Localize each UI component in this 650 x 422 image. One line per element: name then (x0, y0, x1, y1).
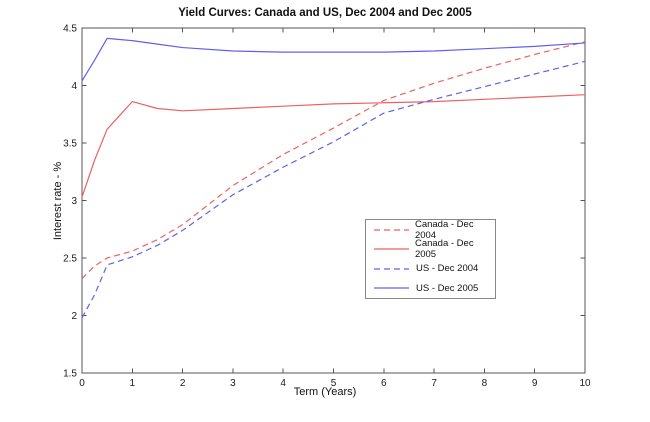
legend-item-us-dec-2004: US - Dec 2004 (366, 260, 495, 278)
x-tick-label: 9 (532, 378, 538, 389)
legend-item-canada-dec-2004: Canada - Dec 2004 (366, 218, 495, 241)
x-tick-label: 1 (130, 378, 136, 389)
legend-label: Canada - Dec 2004 (414, 218, 474, 241)
legend-label: Canada - Dec 2005 (414, 238, 474, 261)
y-tick-label: 4.5 (63, 24, 77, 35)
x-axis-label: Term (Years) (293, 386, 357, 398)
y-tick-label: 4 (71, 81, 77, 92)
series-line-us-dec-2004 (81, 60, 586, 319)
legend: Canada - Dec 2004 Canada - Dec 2005 US -… (365, 219, 496, 299)
x-tick-label: 8 (482, 378, 488, 389)
y-tick-label: 3.5 (63, 139, 77, 150)
x-tick-label: 4 (280, 378, 286, 389)
x-tick-label: 7 (431, 378, 437, 389)
x-tick-label: 10 (579, 378, 591, 389)
series-line-canada-dec-2004 (81, 41, 586, 280)
x-tick-label: 3 (230, 378, 236, 389)
y-tick-label: 2 (71, 311, 77, 322)
chart-title: Yield Curves: Canada and US, Dec 2004 an… (178, 7, 472, 19)
x-tick-label: 0 (79, 378, 85, 389)
x-tick-label: 2 (180, 378, 186, 389)
x-tick-label: 6 (381, 378, 387, 389)
legend-label: US - Dec 2004 (416, 263, 479, 275)
y-tick-label: 2.5 (63, 254, 77, 265)
x-tick-label: 5 (331, 378, 337, 389)
y-tick-label: 3 (71, 196, 77, 207)
legend-line-dashed-blue-icon (374, 268, 409, 270)
y-tick-label: 1.5 (63, 369, 77, 380)
legend-label: US - Dec 2005 (416, 282, 479, 294)
y-axis-label: Interest rate - % (52, 161, 64, 241)
legend-item-canada-dec-2005: Canada - Dec 2005 (366, 238, 495, 261)
series-line-canada-dec-2005 (81, 94, 586, 198)
legend-line-dashed-red-icon (374, 229, 409, 231)
series-line-us-dec-2005 (81, 37, 586, 82)
legend-item-us-dec-2005: US - Dec 2005 (366, 279, 495, 297)
legend-line-solid-red-icon (374, 248, 409, 250)
legend-line-solid-blue-icon (374, 287, 409, 289)
